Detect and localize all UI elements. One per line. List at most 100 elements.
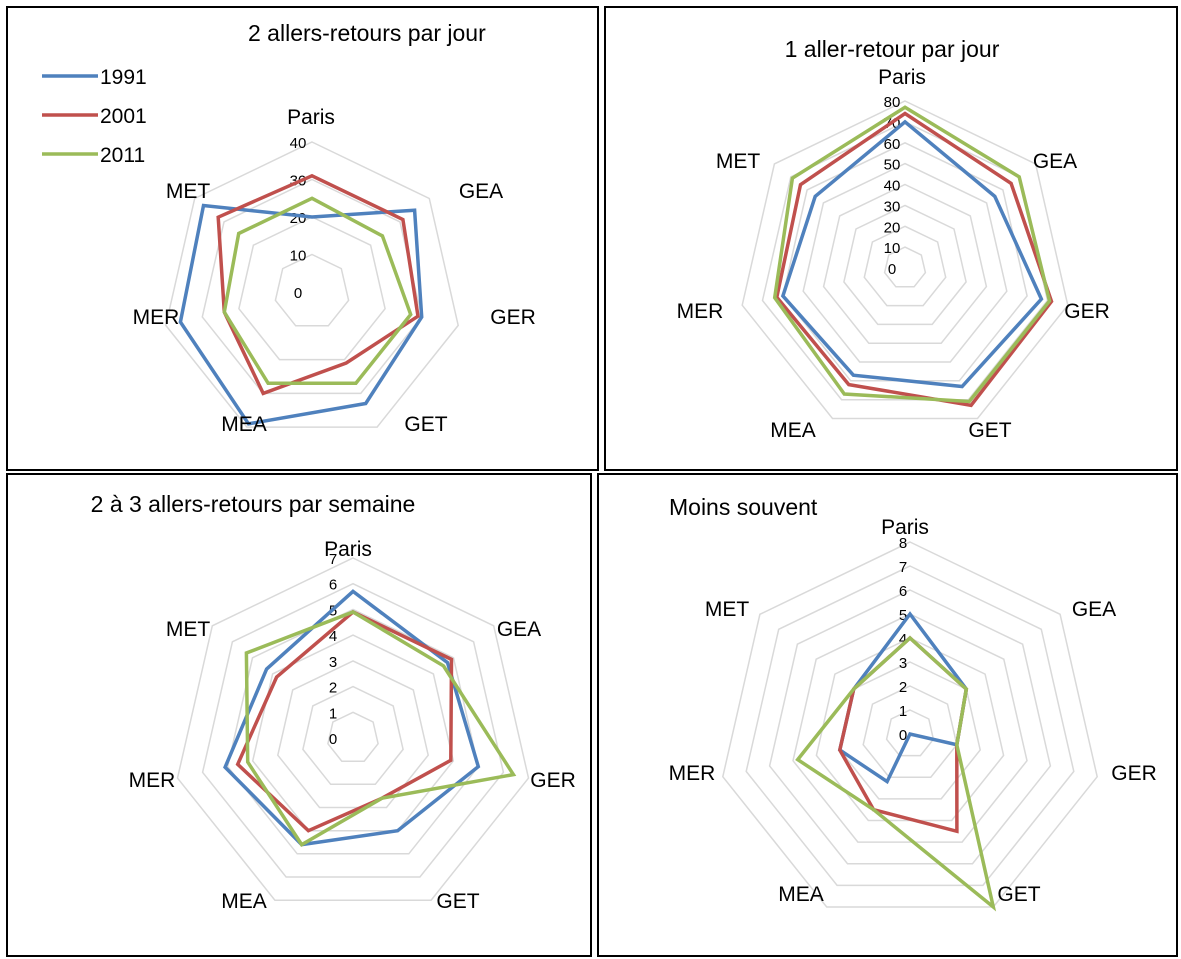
grid-ring <box>164 141 460 428</box>
radar-chart: 1 aller-retour par jour01020304050607080… <box>677 36 1110 442</box>
tick-label: 1 <box>329 705 337 722</box>
tick-label: 0 <box>899 727 907 744</box>
category-label-get: GET <box>436 890 479 913</box>
chart-title: 2 à 3 allers-retours par semaine <box>91 491 416 517</box>
grid-ring <box>768 589 1052 865</box>
chart-panel-1-aller-retour-par-jour: 1 aller-retour par jour 0 10 20 30 40 50 60 70 80… <box>604 6 1178 471</box>
grid-ring <box>792 613 1028 843</box>
grid-ring <box>843 204 967 326</box>
grid-ring <box>327 711 379 762</box>
tick-label: 0 <box>888 261 896 278</box>
category-label-mea: MEA <box>770 419 816 442</box>
series-line-2011 <box>795 635 997 912</box>
tick-label: 10 <box>884 240 901 257</box>
grid-ring <box>274 253 350 327</box>
category-label-gea: GEA <box>459 180 503 203</box>
series-line-2011 <box>772 105 1052 404</box>
grid-ring <box>238 216 386 361</box>
tick-label: 2 <box>329 680 337 697</box>
category-label-gea: GEA <box>497 618 541 641</box>
tick-label: 7 <box>329 551 337 568</box>
chart-title: 2 allers-retours par jour <box>248 20 486 46</box>
category-label-met: MET <box>166 618 211 641</box>
category-label-mer: MER <box>133 306 180 329</box>
series-line-2011 <box>222 196 413 385</box>
category-label-met: MET <box>716 150 761 173</box>
chart-title: Moins souvent <box>669 494 818 520</box>
grid-ring <box>863 225 947 307</box>
category-label-paris: Paris <box>287 106 335 129</box>
tick-label: 6 <box>899 583 907 600</box>
category-label-mer: MER <box>669 762 716 785</box>
grid-ring <box>862 685 958 778</box>
chart-panel-2-a-3-allers-retours-par-semaine: 2 à 3 allers-retours par semaine 0 1 2 3 4 5 6 7… <box>6 473 592 957</box>
grid-ring <box>176 557 530 901</box>
legend-label-2011: 2011 <box>100 144 145 167</box>
category-label-mea: MEA <box>221 890 267 913</box>
grid-ring <box>251 634 455 832</box>
series-line-2011 <box>244 610 517 847</box>
tick-label: 6 <box>329 577 337 594</box>
category-label-mea: MEA <box>221 413 267 436</box>
tick-label: 30 <box>884 198 901 215</box>
category-label-paris: Paris <box>324 538 372 561</box>
category-label-ger: GER <box>1111 762 1157 785</box>
tick-label: 7 <box>899 559 907 576</box>
grid-ring <box>721 541 1099 908</box>
category-label-ger: GER <box>530 769 576 792</box>
category-label-get: GET <box>404 413 447 436</box>
category-label-met: MET <box>166 180 211 203</box>
category-label-get: GET <box>968 419 1011 442</box>
category-label-paris: Paris <box>878 66 926 89</box>
legend-label-2001: 2001 <box>100 105 147 128</box>
tick-label: 3 <box>899 655 907 672</box>
category-label-mer: MER <box>677 300 724 323</box>
tick-label: 3 <box>329 654 337 671</box>
category-label-get: GET <box>997 883 1040 906</box>
category-label-ger: GER <box>1064 300 1110 323</box>
series-line-1991 <box>780 119 1044 389</box>
tick-label: 4 <box>899 631 907 648</box>
legend-label-1991: 1991 <box>100 66 147 89</box>
grid-ring <box>822 183 988 344</box>
grid-ring <box>741 100 1069 420</box>
category-label-ger: GER <box>490 306 536 329</box>
series-line-1991 <box>178 203 424 426</box>
series-line-2001 <box>216 173 420 396</box>
radar-chart: 2 allers-retours par jour010203040ParisG… <box>42 20 536 436</box>
chart-panel-2-allers-retours-par-jour: 2 allers-retours par jour 0 10 20 30 40 Paris G… <box>6 6 599 471</box>
tick-label: 40 <box>290 135 307 152</box>
tick-label: 1 <box>899 703 907 720</box>
grid-ring <box>302 685 404 786</box>
radar-chart: 2 à 3 allers-retours par semaine01234567… <box>91 491 576 913</box>
category-label-gea: GEA <box>1033 150 1077 173</box>
grid-ring <box>276 660 430 809</box>
tick-label: 80 <box>884 94 901 111</box>
chart-panel-moins-souvent: Moins souvent 0 1 2 3 4 5 6 7 8 Paris GEA GER GET MEA M… <box>597 473 1178 957</box>
category-label-mea: MEA <box>778 883 824 906</box>
tick-label: 40 <box>884 178 901 195</box>
grid-ring <box>883 246 927 288</box>
tick-label: 2 <box>899 679 907 696</box>
tick-label: 0 <box>294 285 302 302</box>
category-label-gea: GEA <box>1072 598 1116 621</box>
tick-label: 60 <box>884 136 901 153</box>
tick-label: 20 <box>290 210 307 227</box>
grid-ring <box>201 582 505 878</box>
series-line-2001 <box>774 111 1054 408</box>
grid-ring <box>885 709 935 757</box>
grid-ring <box>745 565 1075 887</box>
tick-label: 20 <box>884 219 901 236</box>
grid-ring <box>782 141 1028 382</box>
tick-label: 4 <box>329 628 337 645</box>
grid-ring <box>802 162 1008 363</box>
tick-label: 10 <box>290 248 307 265</box>
category-label-paris: Paris <box>881 516 929 539</box>
tick-label: 0 <box>329 731 337 748</box>
chart-title: 1 aller-retour par jour <box>785 36 1000 62</box>
tick-label: 8 <box>899 535 907 552</box>
tick-label: 50 <box>884 157 901 174</box>
category-label-met: MET <box>705 598 750 621</box>
tick-label: 5 <box>899 607 907 624</box>
